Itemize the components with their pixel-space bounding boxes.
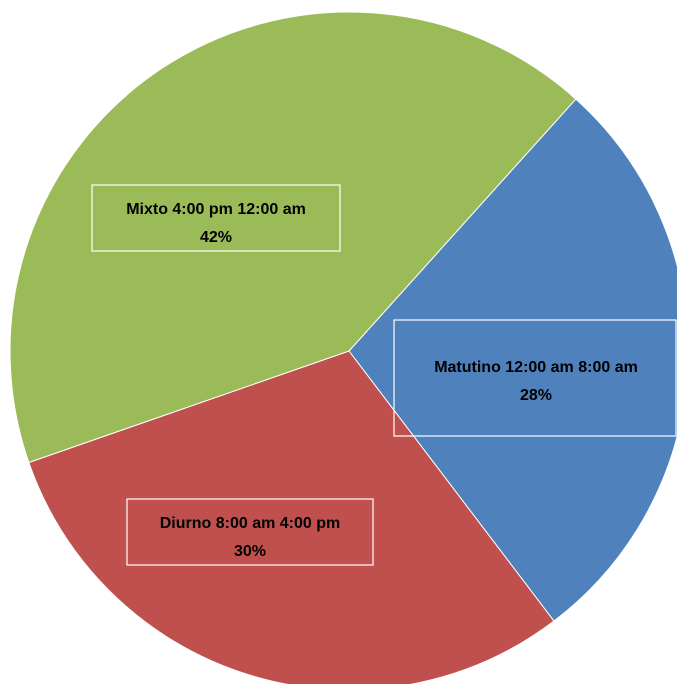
pie-slices xyxy=(9,11,677,684)
label-box xyxy=(126,498,374,566)
slice-label: Matutino 12:00 am 8:00 am 28% xyxy=(393,319,677,437)
pie-labels: Matutino 12:00 am 8:00 am 28% Diurno 8:00 … xyxy=(91,184,677,566)
pie-slice xyxy=(28,350,555,684)
slice-percent-label: 30% xyxy=(234,543,266,560)
slice-label: Mixto 4:00 pm 12:00 am 42% xyxy=(91,184,341,252)
slice-percent-label: 42% xyxy=(200,229,232,246)
slice-label: Diurno 8:00 am 4:00 pm 30% xyxy=(126,498,374,566)
label-box xyxy=(393,319,677,437)
pie-slice xyxy=(348,98,677,622)
slice-category-label: Matutino 12:00 am 8:00 am xyxy=(434,359,638,376)
pie-slice xyxy=(9,11,577,464)
slice-category-label: Mixto 4:00 pm 12:00 am xyxy=(126,201,306,218)
slice-percent-label: 28% xyxy=(520,387,552,404)
slice-category-label: Diurno 8:00 am 4:00 pm xyxy=(160,515,341,532)
label-box xyxy=(91,184,341,252)
